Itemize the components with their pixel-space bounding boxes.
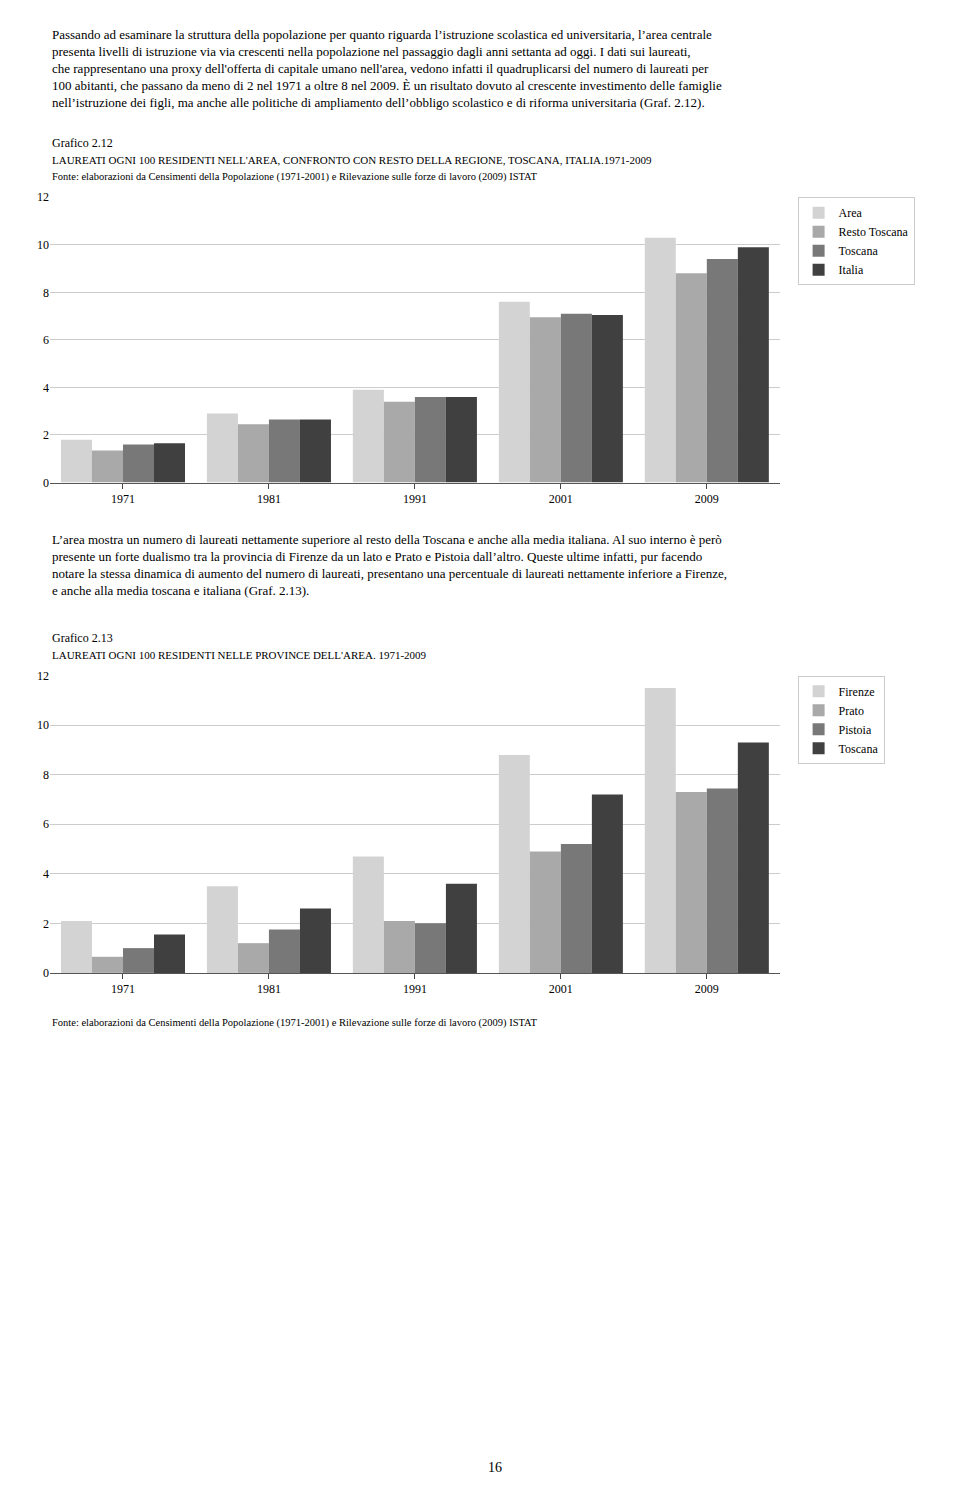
svg-text:Grafico 2.13: Grafico 2.13 — [52, 631, 113, 645]
svg-text:Pistoia: Pistoia — [839, 723, 872, 737]
svg-text:1971: 1971 — [111, 492, 135, 506]
svg-text:1981: 1981 — [257, 492, 281, 506]
svg-text:1981: 1981 — [257, 982, 281, 996]
svg-text:6: 6 — [43, 817, 49, 831]
svg-text:10: 10 — [37, 718, 49, 732]
svg-text:2001: 2001 — [549, 982, 573, 996]
svg-text:6: 6 — [43, 333, 49, 347]
svg-text:0: 0 — [43, 476, 49, 490]
svg-text:Firenze: Firenze — [839, 685, 875, 699]
svg-text:2: 2 — [43, 428, 49, 442]
svg-text:Fonte: elaborazioni da Censime: Fonte: elaborazioni da Censimenti della … — [52, 171, 538, 183]
svg-text:2009: 2009 — [695, 982, 719, 996]
svg-text:4: 4 — [43, 867, 49, 881]
svg-text:Fonte: elaborazioni da Censime: Fonte: elaborazioni da Censimenti della … — [52, 1017, 538, 1029]
svg-text:1991: 1991 — [403, 492, 427, 506]
svg-text:0: 0 — [43, 966, 49, 980]
svg-text:L’area mostra un numero di lau: L’area mostra un numero di laureati nett… — [52, 532, 727, 598]
svg-text:8: 8 — [43, 286, 49, 300]
svg-text:2009: 2009 — [695, 492, 719, 506]
svg-text:16: 16 — [488, 1460, 502, 1475]
svg-text:10: 10 — [37, 238, 49, 252]
svg-text:2: 2 — [43, 917, 49, 931]
svg-text:LAUREATI OGNI 100 RESIDENTI NE: LAUREATI OGNI 100 RESIDENTI NELLE PROVIN… — [52, 649, 427, 661]
svg-text:12: 12 — [37, 190, 49, 204]
svg-text:Toscana: Toscana — [839, 742, 879, 756]
svg-text:Passando ad esaminare la strut: Passando ad esaminare la struttura della… — [52, 27, 722, 110]
svg-text:4: 4 — [43, 381, 49, 395]
svg-text:12: 12 — [37, 669, 49, 683]
svg-text:Italia: Italia — [839, 263, 864, 277]
svg-text:LAUREATI OGNI 100 RESIDENTI NE: LAUREATI OGNI 100 RESIDENTI NELL'AREA, C… — [52, 154, 652, 166]
svg-text:8: 8 — [43, 768, 49, 782]
svg-text:Resto Toscana: Resto Toscana — [839, 225, 909, 239]
svg-text:Grafico 2.12: Grafico 2.12 — [52, 136, 113, 150]
svg-text:Prato: Prato — [839, 704, 864, 718]
svg-text:Area: Area — [839, 206, 863, 220]
svg-text:1991: 1991 — [403, 982, 427, 996]
svg-text:Toscana: Toscana — [839, 244, 879, 258]
svg-text:1971: 1971 — [111, 982, 135, 996]
svg-text:2001: 2001 — [549, 492, 573, 506]
